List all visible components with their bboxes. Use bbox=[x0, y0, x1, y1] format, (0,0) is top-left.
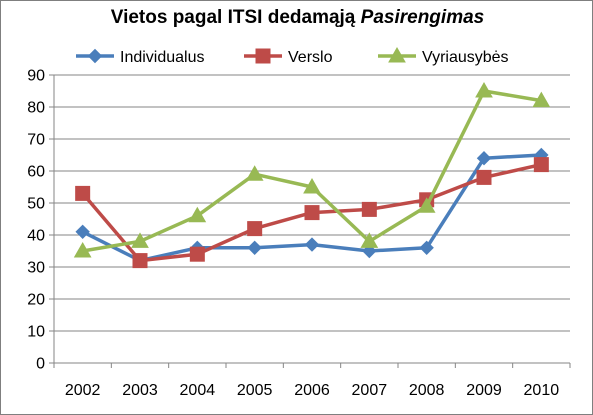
legend-label: Verslo bbox=[288, 49, 333, 66]
data-point-diamond bbox=[476, 150, 492, 166]
data-point-triangle bbox=[188, 206, 207, 223]
legend-marker-square bbox=[255, 48, 271, 64]
series-lines bbox=[73, 81, 551, 269]
x-tick-label: 2006 bbox=[294, 382, 330, 399]
data-point-square bbox=[304, 205, 320, 221]
data-point-diamond bbox=[247, 240, 262, 256]
data-point-triangle bbox=[360, 232, 379, 248]
chart-title-italic: Pasirengimas bbox=[360, 7, 485, 28]
data-point-square bbox=[132, 253, 148, 269]
legend: Individualus Verslo Vyriausybės bbox=[76, 46, 509, 66]
axes: 0 10 20 30 40 50 60 70 80 90 2002 2003 2004 2005 2006 2… bbox=[27, 68, 571, 399]
legend-marker-triangle bbox=[388, 46, 406, 63]
data-point-triangle bbox=[245, 165, 264, 181]
y-tick-label: 80 bbox=[27, 100, 45, 117]
data-point-diamond bbox=[304, 237, 320, 252]
y-tick-label: 90 bbox=[27, 68, 45, 85]
y-tick-label: 10 bbox=[27, 324, 45, 341]
chart-title-main: Vietos pagal ITSI dedamąją bbox=[110, 7, 356, 28]
gridlines bbox=[54, 74, 570, 332]
legend-label: Vyriausybės bbox=[422, 49, 509, 66]
x-tick-label: 2002 bbox=[65, 382, 101, 399]
data-point-square bbox=[361, 201, 377, 217]
data-point-triangle bbox=[131, 232, 149, 248]
chart-title: Vietos pagal ITSI dedamąją Pasirengimas bbox=[1, 7, 592, 29]
x-tick-label: 2010 bbox=[524, 382, 560, 399]
data-point-square bbox=[476, 169, 492, 185]
data-point-square bbox=[75, 185, 91, 201]
y-tick-label: 40 bbox=[27, 228, 45, 245]
x-tick-label: 2008 bbox=[409, 382, 445, 399]
y-tick-label: 70 bbox=[27, 132, 45, 149]
y-tick-label: 0 bbox=[36, 356, 45, 373]
y-tick-label: 20 bbox=[27, 292, 45, 309]
x-tick-label: 2005 bbox=[237, 382, 273, 399]
data-point-triangle bbox=[417, 197, 436, 213]
data-point-triangle bbox=[475, 81, 493, 98]
data-point-diamond bbox=[75, 224, 90, 240]
x-tick-label: 2004 bbox=[180, 382, 216, 399]
y-tick-label: 50 bbox=[27, 196, 45, 213]
data-point-square bbox=[533, 157, 549, 173]
y-tick-label: 60 bbox=[27, 164, 45, 181]
data-point-diamond bbox=[419, 240, 434, 256]
legend-marker-diamond bbox=[87, 48, 103, 64]
data-point-triangle bbox=[303, 177, 321, 194]
y-tick-label: 30 bbox=[27, 260, 45, 277]
data-point-triangle bbox=[532, 91, 551, 108]
x-tick-label: 2003 bbox=[122, 382, 158, 399]
data-point-square bbox=[247, 221, 263, 237]
x-tick-label: 2009 bbox=[466, 382, 502, 399]
data-point-square bbox=[189, 246, 205, 262]
legend-label: Individualus bbox=[120, 49, 205, 66]
x-tick-label: 2007 bbox=[352, 382, 388, 399]
data-point-triangle bbox=[73, 241, 92, 258]
